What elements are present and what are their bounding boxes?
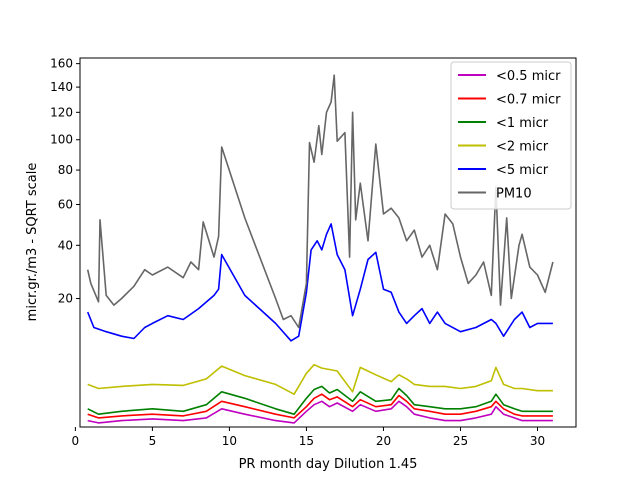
series-line-2-micr — [87, 363, 553, 396]
legend-label: PM10 — [496, 187, 532, 202]
series-line-0-7-micr — [87, 393, 553, 419]
y-axis-label: micr.gr./m3 - SQRT scale — [25, 163, 40, 322]
series-group — [86, 74, 554, 424]
x-tick-label: 25 — [453, 434, 468, 448]
series-line-5-micr — [86, 223, 553, 342]
legend-label: <5 micr — [496, 163, 549, 178]
y-tick-label: 140 — [50, 80, 73, 94]
legend-label: <1 micr — [496, 116, 549, 131]
series-line-0-5-micr — [87, 400, 553, 424]
y-tick-label: 20 — [58, 292, 73, 306]
y-tick-label: 40 — [58, 238, 73, 252]
legend: <0.5 micr <0.7 micr <1 micr <2 micr <5 micr P… — [450, 61, 572, 210]
x-tick-label: 0 — [72, 434, 80, 448]
y-tick-label: 160 — [50, 57, 73, 71]
legend-label: <2 micr — [496, 140, 549, 155]
y-tick-label: 60 — [58, 197, 73, 211]
x-axis-label: PR month day Dilution 1.45 — [239, 457, 418, 472]
x-tick-label: 20 — [376, 434, 391, 448]
x-tick-label: 15 — [299, 434, 314, 448]
legend-label: <0.5 micr — [496, 69, 561, 84]
y-axis: 20 40 60 80 100 120 140 160 — [50, 57, 80, 306]
y-tick-label: 120 — [50, 105, 73, 119]
x-axis: 0 5 10 15 20 25 30 — [72, 427, 545, 448]
x-tick-label: 30 — [530, 434, 545, 448]
series-line-1-micr — [87, 385, 553, 416]
series-line-pm10 — [86, 74, 554, 329]
y-tick-label: 80 — [58, 163, 73, 177]
x-tick-label: 5 — [149, 434, 157, 448]
plot-frame — [79, 57, 577, 428]
y-tick-label: 100 — [50, 133, 73, 147]
x-tick-label: 10 — [222, 434, 237, 448]
legend-label: <0.7 micr — [496, 93, 561, 108]
